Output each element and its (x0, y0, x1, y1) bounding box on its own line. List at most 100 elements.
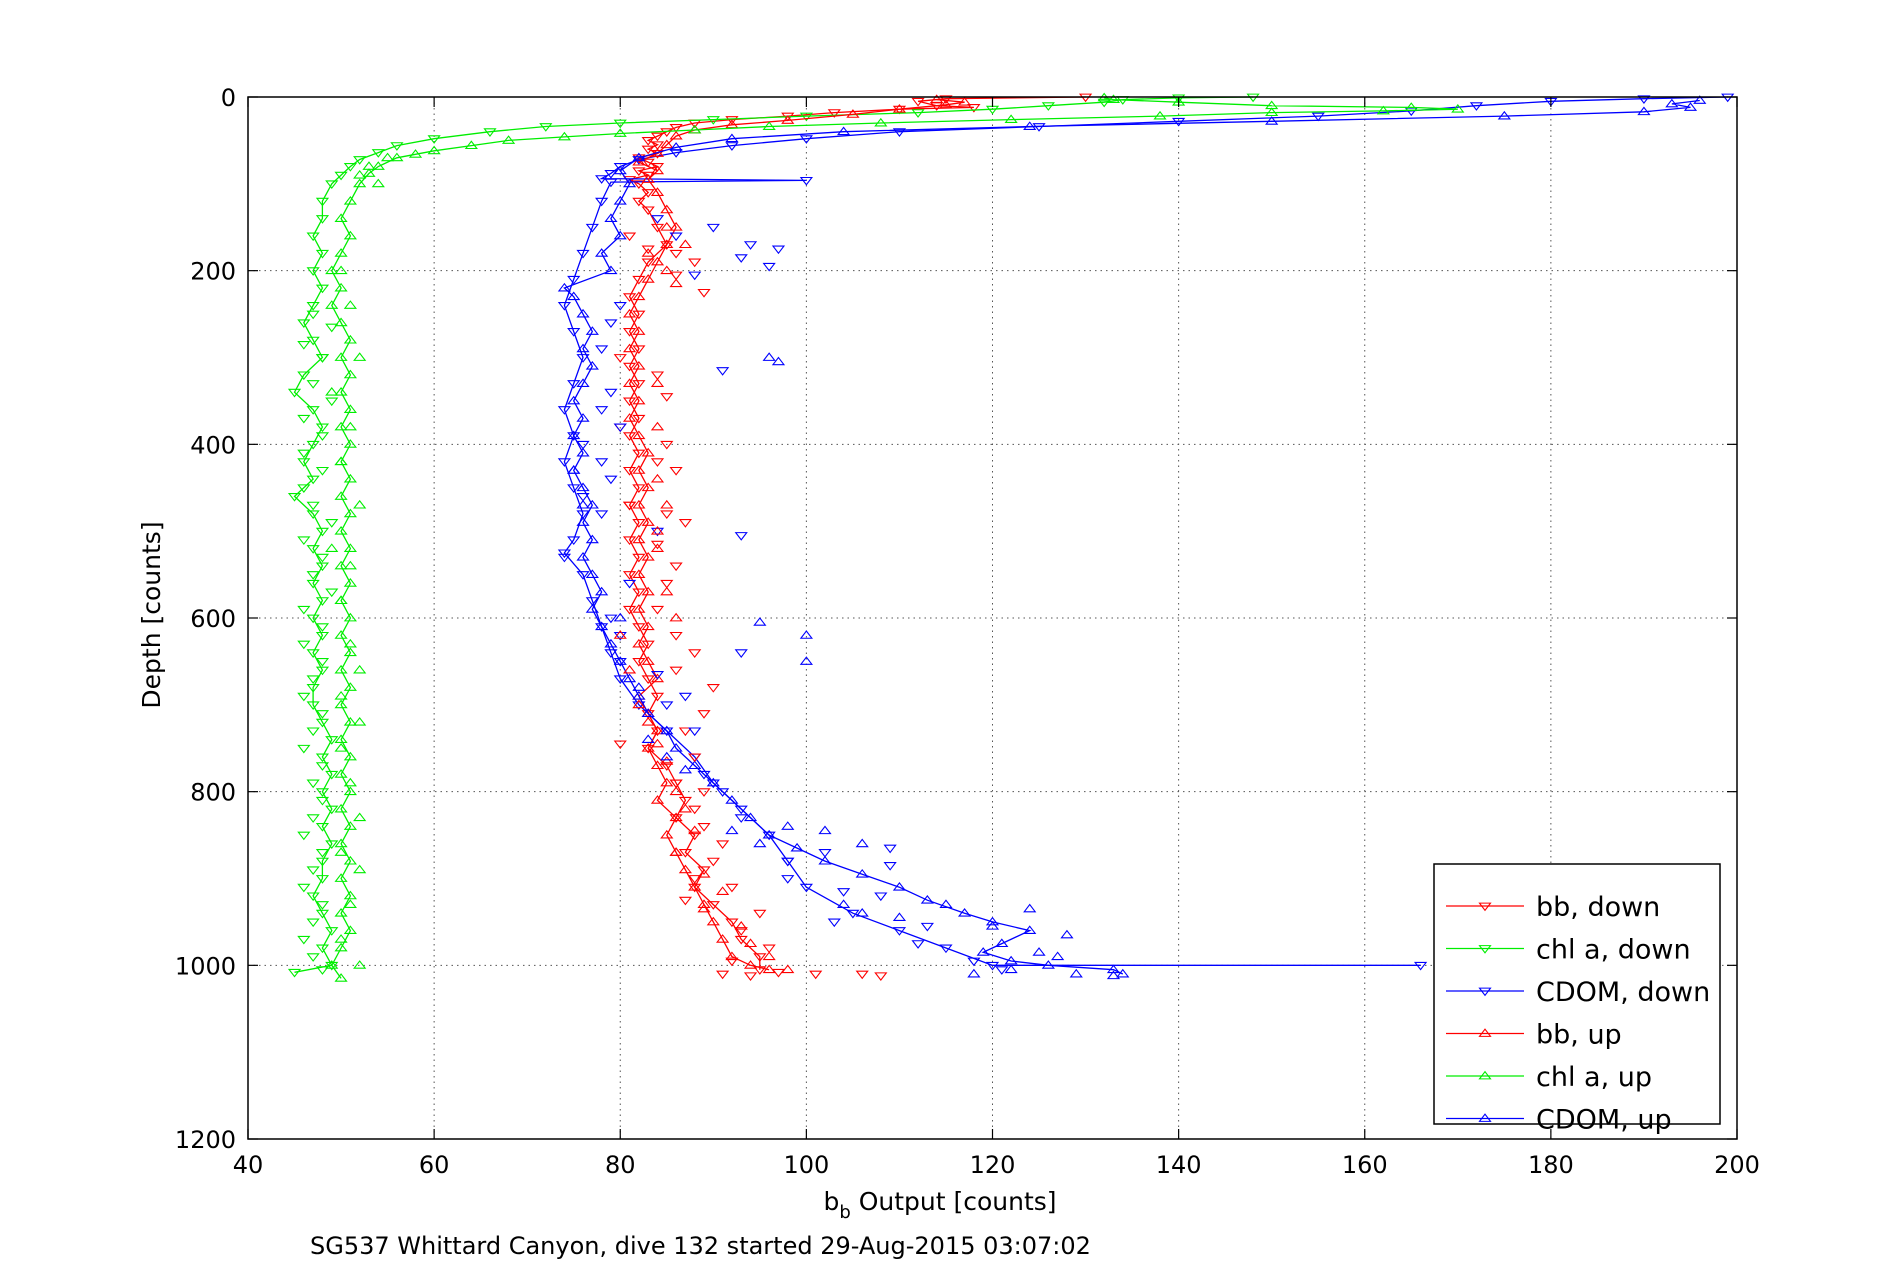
data-point (660, 751, 674, 761)
data-point (287, 493, 302, 502)
data-point (334, 352, 348, 361)
data-point (306, 649, 320, 658)
data-point (613, 301, 627, 311)
data-point (585, 223, 599, 233)
data-point (725, 142, 739, 151)
data-point (1106, 94, 1121, 104)
data-point (1376, 105, 1390, 115)
data-point (315, 966, 330, 975)
data-point (306, 727, 320, 737)
y-tick-label: 800 (190, 779, 236, 807)
data-point (343, 821, 357, 830)
data-point (762, 951, 776, 961)
data-point (613, 163, 627, 172)
data-point (315, 553, 330, 563)
data-point (641, 656, 655, 665)
data-point (669, 612, 683, 622)
data-point (604, 178, 618, 188)
data-point (650, 141, 665, 150)
data-point (334, 387, 348, 396)
data-point (809, 970, 823, 980)
data-point (641, 743, 655, 752)
data-point (706, 779, 720, 789)
data-point (353, 664, 367, 674)
data-point (874, 972, 888, 981)
data-point (343, 925, 357, 935)
data-point (1404, 102, 1418, 111)
data-point (892, 927, 907, 936)
data-point (799, 176, 813, 186)
data-point (1106, 964, 1121, 974)
data-point (613, 128, 627, 137)
data-point (334, 248, 348, 257)
data-point (846, 909, 860, 919)
data-point (557, 301, 572, 311)
data-point (660, 829, 674, 839)
series-3-extra-points (613, 222, 795, 974)
data-point (371, 149, 385, 158)
data-point (585, 326, 599, 335)
data-point (781, 964, 795, 974)
data-point (297, 371, 311, 381)
x-tick-label: 80 (605, 1151, 636, 1179)
data-point (632, 484, 646, 493)
data-point (576, 413, 590, 422)
data-point (911, 109, 925, 118)
data-point (557, 553, 572, 563)
series-5-extra-points (567, 352, 1121, 980)
data-point (557, 549, 572, 559)
data-point (697, 899, 711, 908)
data-point (660, 393, 674, 402)
data-point (315, 909, 330, 919)
data-point (660, 204, 674, 214)
data-point (641, 744, 655, 754)
data-point (315, 527, 330, 537)
data-point (790, 842, 804, 852)
y-tick-label: 0 (221, 84, 236, 112)
data-point (725, 825, 739, 835)
data-point (315, 562, 330, 572)
data-point (343, 751, 357, 761)
data-point (622, 362, 637, 372)
data-point (306, 545, 320, 554)
data-point (353, 178, 367, 188)
data-point (734, 814, 748, 823)
data-point (827, 109, 841, 118)
data-point (576, 552, 590, 561)
data-point (315, 875, 330, 884)
data-point (939, 95, 953, 104)
data-point (669, 666, 683, 676)
data-point (641, 640, 655, 650)
data-point (650, 163, 665, 172)
data-point (622, 605, 637, 615)
data-point (957, 908, 972, 917)
data-point (641, 586, 655, 596)
data-point (706, 116, 720, 125)
data-point (1069, 968, 1083, 978)
data-point (334, 595, 348, 605)
data-point (567, 275, 581, 285)
data-point (688, 649, 702, 658)
data-point (315, 753, 330, 763)
data-point (613, 230, 627, 240)
data-point (1004, 114, 1018, 123)
data-point (343, 300, 357, 309)
data-point (315, 657, 330, 667)
data-point (650, 132, 665, 142)
data-point (753, 617, 767, 626)
data-point (650, 727, 665, 737)
data-point (613, 195, 627, 205)
data-point (799, 112, 813, 122)
data-point (287, 388, 302, 398)
data-point (1004, 955, 1018, 965)
data-point (613, 423, 627, 433)
data-point (622, 328, 637, 337)
data-point (669, 222, 683, 231)
data-point (595, 248, 609, 257)
data-point (632, 291, 646, 301)
axis-ticks: 40 60 80 100 120 140 160 180 200 0 200 400 600 800 100… (175, 84, 1760, 1179)
data-point (734, 532, 748, 541)
data-point (576, 510, 590, 520)
data-point (306, 779, 320, 789)
data-point (632, 638, 646, 648)
